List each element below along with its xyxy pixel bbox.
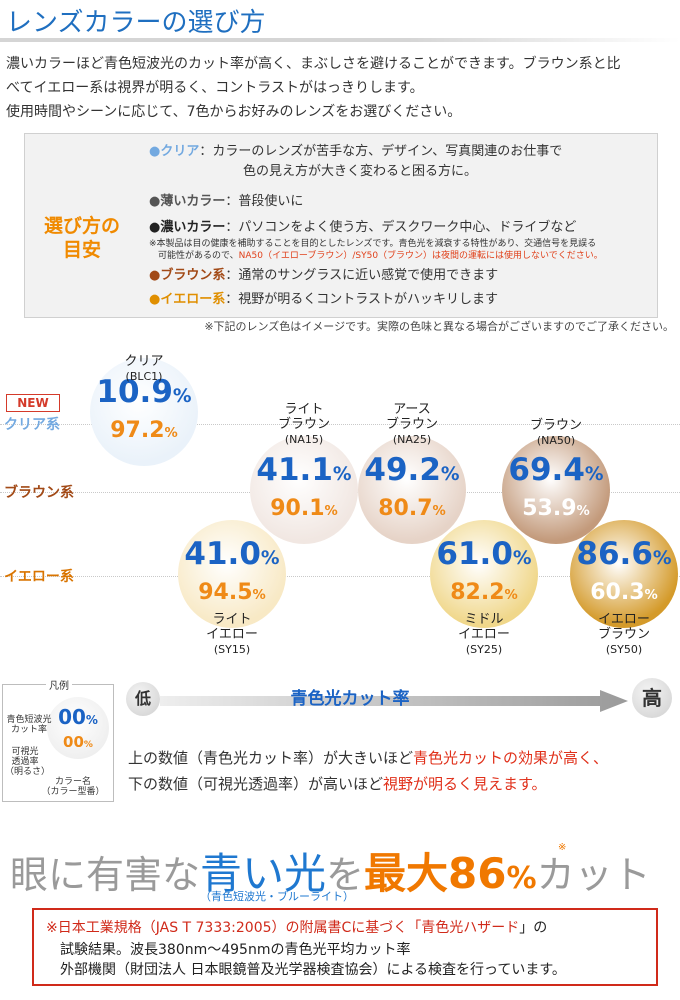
- scale-low: 低: [126, 682, 160, 716]
- legend-box: 凡例 00% 00% 青色短波光 カット率 可視光 透過率 （明るさ） カラー名…: [2, 681, 114, 802]
- lens-cut-value: 41.1%: [256, 452, 352, 488]
- legend-sample-transmit: 00%: [63, 733, 93, 751]
- guide-yellow: ●イエロー系：視野が明るくコントラストがハッキリします: [149, 292, 498, 307]
- lens-na25: 49.2% 80.7%: [358, 436, 466, 544]
- row-label-brown: ブラウン系: [4, 485, 74, 501]
- lens-caption-na25: アース ブラウン (NA25): [385, 402, 438, 446]
- lens-sy15: 41.0% 94.5%: [178, 520, 286, 628]
- new-badge: NEW: [6, 394, 60, 412]
- row-label-yellow: イエロー系: [4, 569, 74, 585]
- intro-line-1: 濃いカラーほど青色短波光のカット率が高く、まぶしさを避けることができます。ブラウ…: [6, 56, 621, 72]
- lens-caption-sy25: ミドル イエロー (SY25): [458, 612, 510, 656]
- lens-caption-na15: ライト ブラウン (NA15): [277, 402, 330, 446]
- legend-transmit-label: 可視光 透過率 （明るさ）: [5, 747, 51, 777]
- lens-caption-sy15: ライト イエロー (SY15): [206, 612, 258, 656]
- legend-sample-cut: 00%: [58, 705, 98, 729]
- legend-sample-lens: [47, 697, 109, 759]
- page-title: レンズカラーの選び方: [6, 8, 266, 38]
- lens-cut-value: 10.9%: [96, 374, 192, 410]
- row-label-clear: クリア系: [4, 417, 60, 433]
- explanation-line-2: 下の数値（可視光透過率）が高いほど視野が明るく見えます。: [128, 775, 547, 793]
- headline-note-mark: ※: [558, 842, 567, 853]
- guide-clear-head: ●クリア: [149, 144, 200, 159]
- guide-dark-note-1: ※本製品は目の健康を補助することを目的としたレンズです。青色光を減衰する特性があ…: [149, 239, 597, 249]
- guide-label: 選び方の 目安: [43, 215, 120, 261]
- scale-high: 高: [632, 678, 672, 718]
- explanation-line-1: 上の数値（青色光カット率）が大きいほど青色光カットの効果が高く、: [128, 749, 609, 767]
- lens-transmit-value: 82.2%: [450, 580, 518, 605]
- guide-brown: ●ブラウン系：通常のサングラスに近い感覚で使用できます: [149, 268, 499, 283]
- legend-title: 凡例: [46, 681, 72, 692]
- lens-transmit-value: 60.3%: [590, 580, 658, 605]
- lens-na15: 41.1% 90.1%: [250, 436, 358, 544]
- guide-clear: ●クリア：カラーのレンズが苦手な方、デザイン、写真関連のお仕事で: [149, 144, 563, 159]
- lens-cut-value: 61.0%: [436, 536, 532, 572]
- lens-transmit-value: 80.7%: [378, 496, 446, 521]
- lens-cut-value: 69.4%: [508, 452, 604, 488]
- lens-transmit-value: 53.9%: [522, 496, 590, 521]
- lens-cut-value: 49.2%: [364, 452, 460, 488]
- footnote-line-1: ※日本工業規格（JAS T 7333:2005）の附属書Cに基づく「青色光ハザー…: [46, 920, 548, 936]
- lens-sy25: 61.0% 82.2%: [430, 520, 538, 628]
- intro-line-2: べてイエロー系は視界が明るく、コントラストがはっきりします。: [6, 80, 424, 96]
- legend-name-label: カラー名 （カラー型番）: [41, 777, 105, 797]
- selection-guide-box: 選び方の 目安 ●クリア：カラーのレンズが苦手な方、デザイン、写真関連のお仕事で…: [24, 133, 658, 318]
- band-clear: [0, 424, 680, 426]
- lens-na50: 69.4% 53.9%: [502, 436, 610, 544]
- footnote-box: ※日本工業規格（JAS T 7333:2005）の附属書Cに基づく「青色光ハザー…: [32, 908, 658, 986]
- guide-dark: ●濃いカラー：パソコンをよく使う方、デスクワーク中心、ドライブなど: [149, 220, 577, 235]
- lens-cut-value: 86.6%: [576, 536, 672, 572]
- footnote-line-2: 試験結果。波長380nm〜495nmの青色光平均カット率: [60, 942, 411, 958]
- lens-sy50: 86.6% 60.3%: [570, 520, 678, 628]
- lens-blc1: 10.9% 97.2%: [90, 358, 198, 466]
- scale-arrow-icon: [160, 690, 628, 712]
- lens-transmit-value: 90.1%: [270, 496, 338, 521]
- lens-transmit-value: 97.2%: [110, 418, 178, 443]
- legend-cut-label: 青色短波光 カット率: [6, 715, 52, 735]
- lens-caption-na50: ブラウン (NA50): [529, 418, 582, 447]
- lens-transmit-value: 94.5%: [198, 580, 266, 605]
- guide-dark-note-2: 可能性があるので、NA50（イエローブラウン）/SY50（ブラウン）は夜間の運転…: [158, 251, 603, 261]
- footnote-line-3: 外部機関（財団法人 日本眼鏡普及光学器検査協会）による検査を行っています。: [60, 962, 566, 978]
- title-underline: [0, 38, 680, 42]
- color-disclaimer: ※下記のレンズ色はイメージです。実際の色味と異なる場合がございますのでご了承くだ…: [204, 320, 674, 333]
- lens-caption-blc1: クリア (BLC1): [124, 354, 164, 383]
- lens-caption-sy50: イエロー ブラウン (SY50): [597, 612, 650, 656]
- intro-line-3: 使用時間やシーンに応じて、7色からお好みのレンズをお選びください。: [6, 104, 462, 120]
- lens-cut-value: 41.0%: [184, 536, 280, 572]
- headline: 眼に有害な青い光を最大86%カット: [10, 849, 651, 898]
- headline-subtitle: （青色短波光・ブルーライト）: [200, 890, 354, 903]
- guide-clear-line2: 色の見え方が大きく変わると困る方に。: [243, 164, 478, 179]
- scale-label: 青色光カット率: [290, 689, 410, 709]
- guide-light: ●薄いカラー：普段使いに: [149, 194, 304, 209]
- band-yellow: [0, 576, 680, 578]
